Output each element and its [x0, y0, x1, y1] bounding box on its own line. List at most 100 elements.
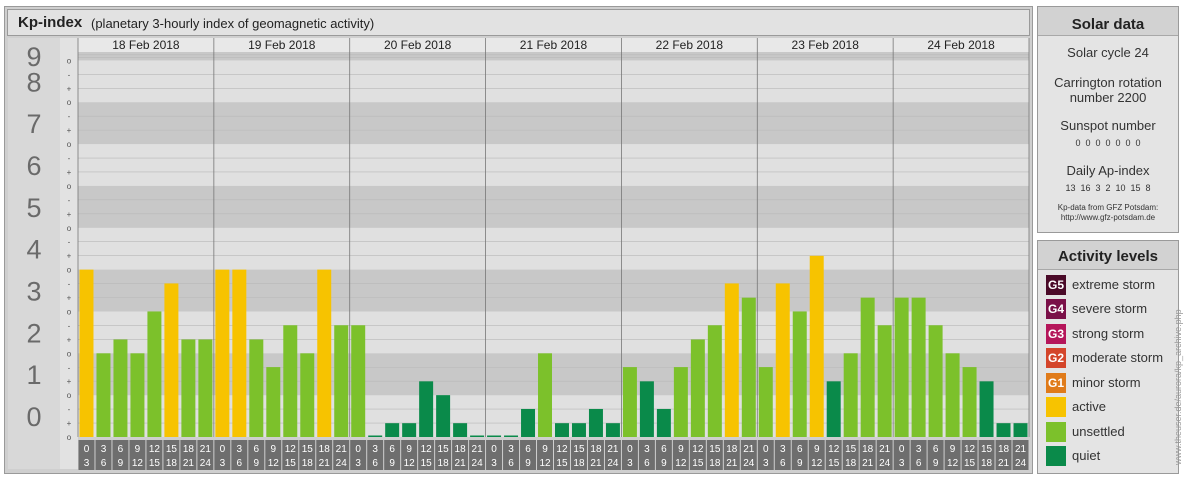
interval-start-label: 9	[135, 444, 141, 455]
interval-start-label: 12	[828, 444, 840, 455]
kp-bar	[334, 325, 349, 437]
kp-bar	[673, 367, 688, 437]
solar-title-bar	[1038, 7, 1178, 36]
interval-cell	[112, 440, 129, 470]
interval-cell	[367, 440, 384, 470]
kp-bar	[453, 423, 468, 437]
kp-bar	[521, 408, 536, 437]
interval-start-label: 6	[933, 444, 939, 455]
interval-cell	[214, 440, 231, 470]
interval-start-label: 18	[862, 444, 874, 455]
interval-end-label: 18	[438, 458, 450, 469]
interval-cell	[537, 440, 553, 470]
kp-bar	[147, 311, 162, 437]
y-minor-tick-label: +	[67, 84, 72, 93]
legend-label: extreme storm	[1072, 277, 1156, 292]
y-minor-tick-label: +	[67, 377, 72, 386]
interval-cell	[469, 440, 486, 470]
interval-cell	[978, 440, 995, 470]
kp-bar	[538, 353, 552, 437]
interval-end-label: 9	[933, 458, 939, 469]
interval-end-label: 9	[661, 458, 667, 469]
solar-title: Solar data	[1071, 16, 1145, 33]
sunspot-title: Sunspot number	[1060, 118, 1156, 133]
interval-cell	[587, 440, 604, 470]
interval-start-label: 0	[84, 444, 90, 455]
legend-label: unsettled	[1072, 424, 1125, 439]
interval-cell	[401, 440, 418, 470]
y-minor-tick-label: o	[67, 349, 72, 358]
legend-swatch: G5	[1046, 275, 1066, 295]
interval-cell	[638, 440, 655, 470]
interval-end-label: 12	[132, 458, 144, 469]
interval-cell	[418, 440, 435, 470]
kp-bar	[1013, 423, 1028, 437]
interval-start-label: 6	[254, 444, 260, 455]
interval-cell	[774, 440, 791, 470]
y-band	[78, 60, 1029, 103]
kp-bar	[571, 423, 586, 437]
interval-start-label: 3	[916, 444, 922, 455]
y-minor-tick-label: +	[67, 419, 72, 428]
legend-title-bar	[1038, 241, 1178, 270]
interval-end-label: 21	[319, 458, 331, 469]
interval-start-label: 3	[644, 444, 650, 455]
y-minor-tick-label: -	[68, 70, 71, 79]
interval-cell	[621, 440, 638, 470]
interval-start-label: 0	[220, 444, 226, 455]
interval-cell	[163, 440, 180, 470]
interval-end-label: 9	[797, 458, 803, 469]
interval-cell	[350, 440, 367, 470]
y-band	[78, 185, 1029, 228]
legend-label: minor storm	[1072, 375, 1141, 390]
interval-start-label: 15	[302, 444, 314, 455]
kp-bar	[826, 381, 841, 437]
kp-bar	[741, 297, 756, 437]
legend-swatch: G4	[1046, 299, 1066, 319]
interval-start-label: 9	[271, 444, 277, 455]
interval-cell	[995, 440, 1012, 470]
kp-bar	[300, 353, 315, 437]
kp-bar	[877, 325, 892, 437]
kp-bar	[690, 339, 705, 437]
interval-end-label: 15	[421, 458, 433, 469]
interval-cell	[825, 440, 842, 470]
interval-cell	[604, 440, 621, 470]
legend-swatch: G1	[1046, 373, 1066, 393]
interval-cell	[231, 440, 248, 470]
interval-end-label: 9	[254, 458, 260, 469]
kp-bar	[419, 381, 434, 437]
interval-start-label: 18	[998, 444, 1010, 455]
interval-start-label: 9	[814, 444, 820, 455]
interval-start-label: 21	[200, 444, 212, 455]
interval-cell	[95, 440, 112, 470]
interval-end-label: 6	[101, 458, 107, 469]
interval-start-label: 15	[845, 444, 857, 455]
interval-start-label: 15	[438, 444, 450, 455]
kp-bar	[860, 297, 875, 437]
interval-end-label: 18	[981, 458, 993, 469]
kp-bar	[894, 297, 909, 437]
interval-cell	[146, 440, 163, 470]
interval-cell	[655, 440, 672, 470]
interval-end-label: 15	[149, 458, 161, 469]
y-minor-tick-label: o	[67, 224, 72, 233]
kp-bar	[656, 408, 671, 437]
kp-bar	[385, 423, 400, 437]
interval-start-label: 3	[780, 444, 786, 455]
interval-start-label: 18	[726, 444, 738, 455]
sunspot-values: 0 0 0 0 0 0 0	[1075, 138, 1141, 148]
interval-start-label: 21	[879, 444, 891, 455]
interval-start-label: 21	[743, 444, 755, 455]
interval-start-label: 18	[183, 444, 195, 455]
kp-bar	[266, 367, 281, 437]
kp-bar	[928, 325, 943, 437]
interval-end-label: 6	[237, 458, 243, 469]
kp-bar	[724, 283, 739, 437]
interval-end-label: 12	[947, 458, 959, 469]
interval-end-label: 24	[200, 458, 212, 469]
interval-end-label: 15	[692, 458, 704, 469]
interval-cell	[961, 440, 978, 470]
interval-cell	[570, 440, 587, 470]
interval-end-label: 3	[491, 458, 497, 469]
